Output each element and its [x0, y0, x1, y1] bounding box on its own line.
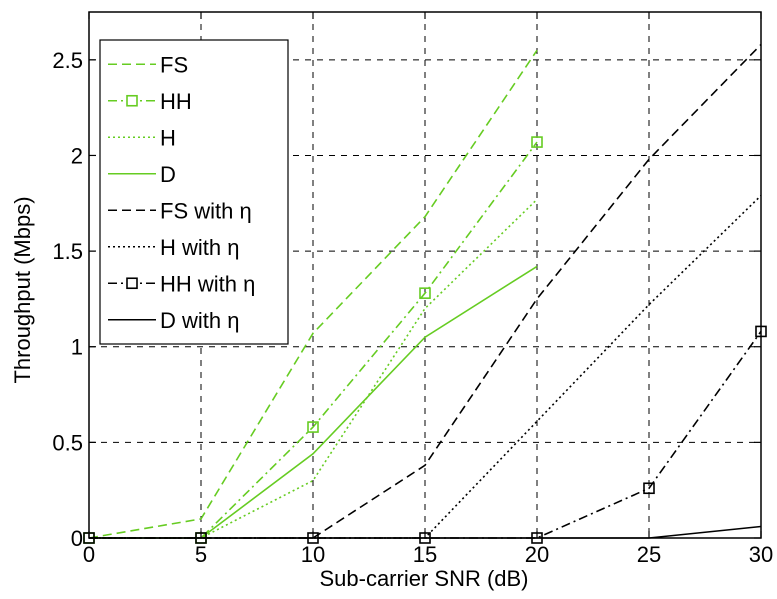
legend-label: FS	[160, 52, 188, 77]
legend-label: D	[160, 162, 176, 187]
x-tick-label: 30	[749, 542, 773, 567]
y-axis-label: Throughput (Mbps)	[10, 196, 35, 383]
legend-label: HH	[160, 89, 192, 114]
legend-marker	[126, 94, 138, 107]
y-tick-label: 1	[71, 335, 83, 360]
legend-label: H	[160, 125, 176, 150]
series-point-1	[419, 287, 431, 299]
legend-label: D with η	[160, 308, 239, 333]
x-tick-label: 10	[301, 542, 325, 567]
series-point-1	[531, 136, 543, 148]
x-tick-label: 5	[195, 542, 207, 567]
x-tick-label: 15	[413, 542, 437, 567]
y-tick-label: 1.5	[52, 239, 83, 264]
legend-label: H with η	[160, 235, 239, 260]
legend-box	[99, 39, 289, 345]
y-tick-label: 0.5	[52, 430, 83, 455]
legend-label: FS with η	[160, 198, 252, 223]
series-line-0	[88, 49, 538, 539]
series-point-6	[643, 482, 655, 495]
legend-label: HH with η	[160, 271, 255, 296]
legend-marker	[126, 277, 138, 290]
y-tick-label: 0	[71, 526, 83, 551]
x-axis-label: Sub-carrier SNR (dB)	[319, 566, 528, 591]
series-point-1	[307, 421, 319, 433]
x-tick-label: 25	[637, 542, 661, 567]
x-tick-label: 0	[83, 542, 95, 567]
y-tick-label: 2	[71, 143, 83, 168]
x-tick-label: 20	[525, 542, 549, 567]
y-tick-label: 2.5	[52, 48, 83, 73]
series-line-2	[89, 198, 538, 539]
series-line-1	[89, 141, 538, 539]
axis-ticks: 0 5 10 15 20 25 30 0 0.5 1 1.5 2 2.5	[52, 12, 773, 567]
